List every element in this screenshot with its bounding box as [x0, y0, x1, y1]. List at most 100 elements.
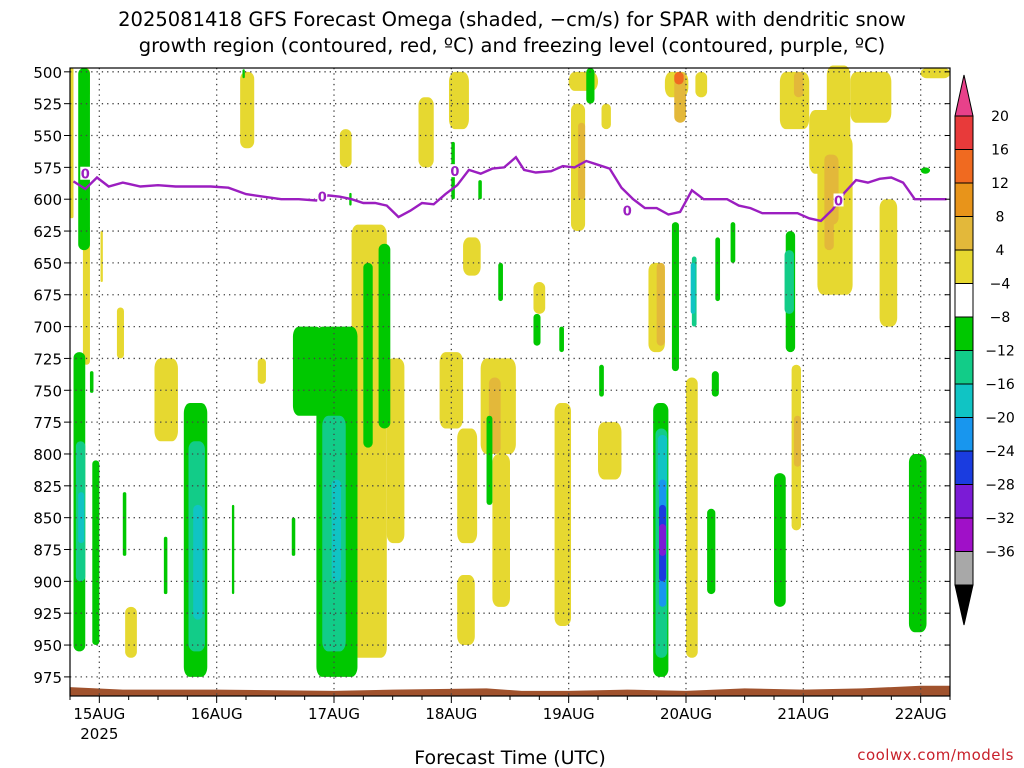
- colorbar-top-tip: [954, 74, 974, 117]
- omega-region-49: [92, 460, 100, 646]
- x-tick-label-18AUG: 18AUG: [425, 705, 477, 723]
- terrain-fill: [70, 685, 950, 696]
- omega-region-28: [686, 377, 698, 658]
- omega-region-10: [339, 129, 352, 168]
- grid-lines: [70, 68, 950, 696]
- omega-region-67: [533, 313, 541, 346]
- x-tick-label-22AUG: 22AUG: [895, 705, 947, 723]
- chart-title-line-2: growth region (contoured, red, ºC) and f…: [139, 34, 886, 57]
- colorbar-label-3: 8: [996, 210, 1005, 226]
- omega-region-43: [674, 71, 686, 123]
- y-tick-label-925: 925: [33, 605, 62, 623]
- colorbar-label-2: 12: [991, 176, 1009, 192]
- omega-region-51: [122, 492, 127, 556]
- omega-region-75: [711, 371, 719, 397]
- y-tick-label-550: 550: [33, 128, 62, 146]
- omega-region-40: [656, 262, 665, 346]
- freezing-level-label-3: 0: [623, 205, 632, 220]
- omega-region-13: [448, 71, 469, 130]
- omega-region-41: [793, 415, 801, 467]
- omega-region-68: [586, 68, 595, 104]
- y-tick-label-675: 675: [33, 287, 62, 305]
- colorbar-label-8: −16: [985, 377, 1015, 393]
- freezing-level-label-2: 0: [450, 165, 459, 180]
- omega-region-60: [378, 243, 391, 429]
- omega-region-22: [554, 403, 572, 626]
- omega-region-36: [879, 199, 898, 327]
- x-tick-label-15AUG: 15AUG: [73, 705, 125, 723]
- omega-region-50: [89, 371, 94, 393]
- x-tick-label-21AUG: 21AUG: [777, 705, 829, 723]
- colorbar-band-9: [954, 383, 974, 418]
- x-axis-label: Forecast Time (UTC): [414, 747, 605, 768]
- y-tick-label-825: 825: [33, 478, 62, 496]
- omega-region-82: [784, 250, 794, 314]
- x-tick-label-16AUG: 16AUG: [191, 705, 243, 723]
- omega-region-8: [257, 358, 266, 384]
- freezing-level-label-1: 0: [318, 191, 327, 206]
- colorbar-band-2: [954, 149, 974, 184]
- omega-region-19: [492, 453, 510, 607]
- colorbar-bottom-tip: [954, 584, 974, 626]
- omega-region-88: [657, 434, 668, 493]
- freezing-level-label-bg-3: [622, 203, 633, 217]
- omega-region-0: [70, 68, 74, 219]
- colorbar-band-10: [954, 417, 974, 452]
- omega-region-64: [486, 415, 493, 505]
- omega-region-90: [690, 262, 696, 314]
- omega-region-48: [78, 68, 90, 251]
- x-tick-label-19AUG: 19AUG: [543, 705, 595, 723]
- omega-region-39: [578, 122, 586, 200]
- colorbar-band-13: [954, 517, 974, 552]
- y-tick-label-775: 775: [33, 414, 62, 432]
- colorbar-label-12: −32: [985, 511, 1015, 527]
- freezing-level-label-4: 0: [834, 194, 843, 209]
- omega-region-15: [439, 352, 464, 429]
- colorbar-band-7: [954, 316, 974, 351]
- omega-region-69: [599, 364, 604, 397]
- omega-region-6: [154, 358, 178, 442]
- omega-region-25: [598, 422, 622, 480]
- omega-region-87: [331, 479, 342, 582]
- y-tick-label-800: 800: [33, 446, 62, 464]
- omega-region-72: [707, 508, 716, 595]
- omega-region-73: [715, 237, 721, 302]
- omega-region-71: [671, 222, 679, 372]
- omega-region-57: [292, 326, 323, 416]
- colorbar-label-13: −36: [985, 545, 1015, 561]
- freezing-level-label-bg-0: [80, 166, 91, 180]
- y-tick-label-850: 850: [33, 510, 62, 528]
- omega-region-77: [774, 473, 786, 607]
- freezing-level-label-bg-2: [449, 164, 460, 178]
- colorbar-label-10: −24: [985, 444, 1015, 460]
- freezing-level-label-bg-4: [833, 193, 844, 207]
- y-tick-label-725: 725: [33, 350, 62, 368]
- omega-region-3: [100, 231, 103, 283]
- omega-region-35: [850, 71, 892, 123]
- freezing-level-label-bg-1: [317, 189, 328, 203]
- omega-region-5: [125, 606, 137, 658]
- y-tick-label-625: 625: [33, 223, 62, 241]
- colorbar-band-3: [954, 182, 974, 217]
- colorbar-band-8: [954, 350, 974, 385]
- omega-region-63: [478, 180, 482, 200]
- y-tick-label-975: 975: [33, 669, 62, 687]
- colorbar-label-4: 4: [996, 243, 1005, 259]
- colorbar-band-1: [954, 115, 974, 150]
- y-tick-label-650: 650: [33, 255, 62, 273]
- colorbar-label-0: 20: [991, 109, 1009, 125]
- freezing-level-label-0: 0: [81, 168, 90, 183]
- freezing-level-contour: 0 0 0 0 0: [72, 155, 947, 223]
- omega-region-11: [386, 358, 405, 544]
- colorbar-band-4: [954, 216, 974, 251]
- y-axis: 500 525 550 575 600 625 650 675 700 725 750 775 800 8…: [33, 64, 950, 687]
- omega-region-59: [363, 262, 373, 448]
- colorbar-band-12: [954, 484, 974, 519]
- omega-region-44: [793, 71, 804, 98]
- omega-region-66: [559, 326, 564, 353]
- y-tick-label-600: 600: [33, 191, 62, 209]
- y-tick-label-500: 500: [33, 64, 62, 82]
- colorbar-band-11: [954, 450, 974, 485]
- omega-region-79: [908, 453, 927, 633]
- colorbar-label-1: 16: [991, 143, 1009, 159]
